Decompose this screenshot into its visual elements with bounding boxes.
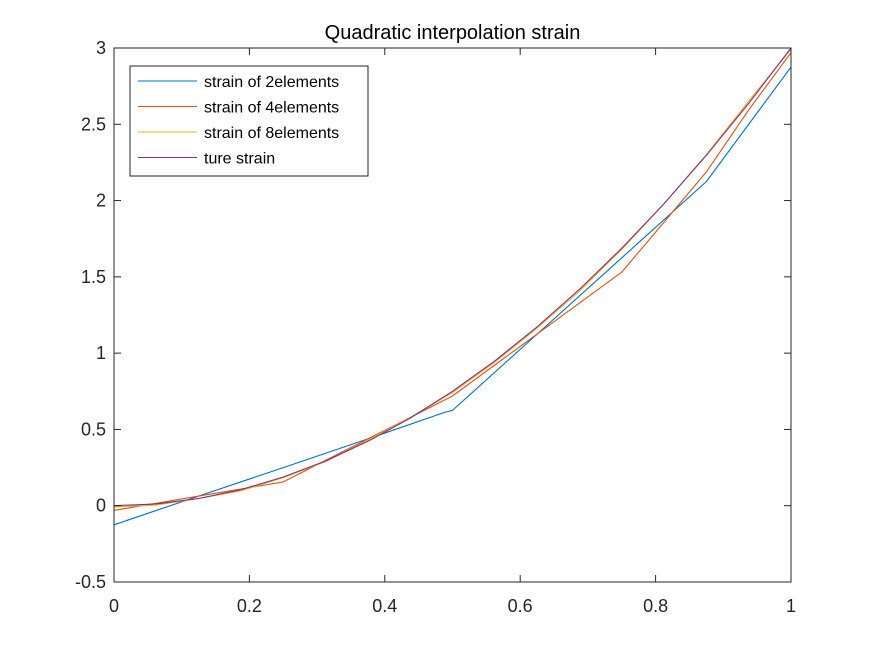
y-tick-label: 1.5: [81, 267, 106, 287]
legend: strain of 2elements strain of 4elements st…: [129, 65, 369, 177]
x-tick-label: 0.2: [237, 596, 262, 616]
chart-title: Quadratic interpolation strain: [325, 22, 581, 44]
axes-box: [113, 47, 792, 583]
legend-label-3: strain of 8elements: [204, 125, 339, 142]
y-tick-label: 2.5: [81, 114, 106, 134]
ticks-layer: 0 0.2 0.4 0.6 0.8 1-0.500.511.522.53: [75, 38, 796, 616]
y-tick-label: 1: [96, 343, 106, 363]
legend-label-2: strain of 4elements: [204, 100, 339, 117]
y-tick-label: 3: [96, 38, 106, 58]
y-tick-label: -0.5: [75, 572, 106, 592]
y-tick-label: 2: [96, 191, 106, 211]
series-layer: [113, 47, 792, 526]
series-line-2: [113, 52, 792, 511]
x-tick-label: 0.4: [372, 596, 397, 616]
series-line-4: [113, 47, 792, 507]
x-tick-label: 0.8: [643, 596, 668, 616]
x-tick-label: 1: [786, 596, 796, 616]
legend-label-4: ture strain: [204, 151, 275, 168]
x-tick-label: 0: [109, 596, 119, 616]
y-tick-label: 0: [96, 496, 106, 516]
series-line-1: [113, 66, 792, 526]
legend-label-1: strain of 2elements: [204, 74, 339, 91]
y-tick-label: 0.5: [81, 419, 106, 439]
x-tick-label: 0.6: [508, 596, 533, 616]
